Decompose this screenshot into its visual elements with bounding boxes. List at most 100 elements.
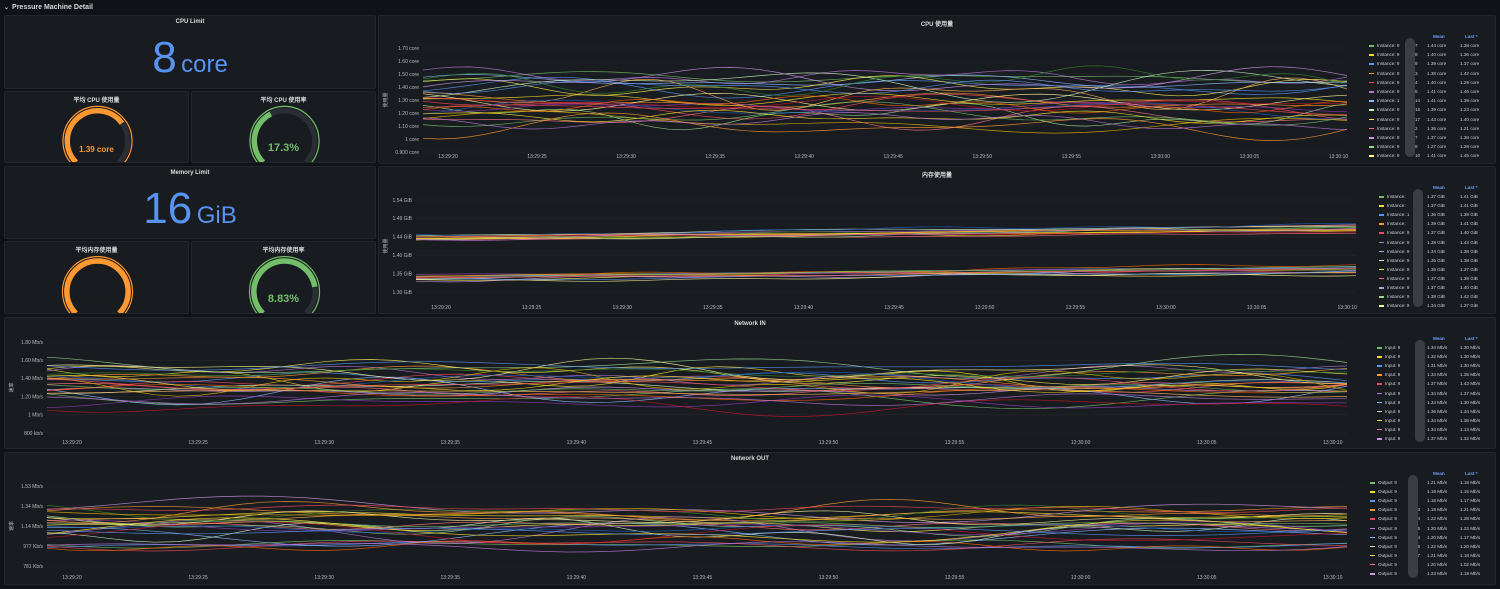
legend-item[interactable]: Input: 9331.34 Mb/s1.35 Mb/s xyxy=(1377,372,1491,379)
y-tick-label: 1.40 Mb/s xyxy=(21,376,43,382)
legend-mean: 1.37 GiB xyxy=(1427,285,1445,290)
legend-item[interactable]: Output: 9351.20 Mb/s1.23 Mb/s xyxy=(1370,526,1491,533)
legend-item[interactable]: Output: 971.21 Mb/s1.18 Mb/s xyxy=(1370,480,1491,487)
legend-item[interactable]: Instance: 1 14 1.41 core 1.39 core xyxy=(1369,98,1491,105)
memory-usage-panel[interactable]: 内存使用量 1.54 GiB 1.49 GiB 1.44 GiB 1.40 GiB 1.3… xyxy=(378,166,1496,314)
legend-item[interactable]: Output: 971.20 Mb/s1.02 Mb/s xyxy=(1370,562,1491,569)
legend-item[interactable]: Input: 971.37 Mb/s1.32 Mb/s xyxy=(1377,436,1491,443)
legend-item[interactable]: Instance: 9 1.37 GiB 1.40 GiB xyxy=(1379,285,1491,292)
legend-item[interactable]: Instance: 9 2 1.36 core 1.21 core xyxy=(1369,126,1491,133)
x-tick-label: 13:30:00 xyxy=(1156,305,1176,311)
avg-memory-usage-panel[interactable]: 平均内存使用量 1.41 GiB xyxy=(4,241,189,314)
legend-item[interactable]: Output: 9331.19 Mb/s1.21 Mb/s xyxy=(1370,507,1491,514)
legend-mean: 1.41 core xyxy=(1427,89,1447,94)
x-tick-label: 13:29:45 xyxy=(884,305,904,311)
legend-header-mean[interactable]: Mean xyxy=(1433,185,1445,190)
memory-limit-panel[interactable]: Memory Limit 16 GiB xyxy=(4,166,376,239)
legend-item[interactable]: Instance: 9 16 1.39 core 1.23 core xyxy=(1369,107,1491,114)
legend-header-mean[interactable]: Mean xyxy=(1433,336,1445,341)
legend-item[interactable]: Instance: 9 3 1.38 core 1.42 core xyxy=(1369,71,1491,78)
legend-item[interactable]: Input: 971.34 Mb/s1.36 Mb/s xyxy=(1377,418,1491,425)
legend: Mean Last * Output: 971.21 Mb/s1.18 Mb/s Ou… xyxy=(1370,471,1491,582)
series-line xyxy=(422,112,1348,141)
avg-cpu-usage-panel[interactable]: 平均 CPU 使用量 1.39 core xyxy=(4,91,189,163)
timeseries-plot[interactable]: 1.80 Mb/s 1.60 Mb/s 1.40 Mb/s 1.20 Mb/s 1 Mb… xyxy=(5,318,1495,448)
legend-item[interactable]: Output: 9141.20 Mb/s1.17 Mb/s xyxy=(1370,535,1491,542)
legend-item[interactable]: Instance: 9 1.34 GiB 1.37 GiB xyxy=(1379,303,1491,310)
legend-swatch xyxy=(1377,419,1382,422)
legend-item[interactable]: Instance: 9 17 1.43 core 1.40 core xyxy=(1369,117,1491,124)
legend-item[interactable]: Instance: 9 5 1.41 core 1.46 core xyxy=(1369,89,1491,96)
avg-memory-rate-panel[interactable]: 平均内存使用率 8.83% xyxy=(191,241,376,314)
legend-header-last[interactable]: Last * xyxy=(1465,185,1478,190)
legend-item[interactable]: Instance: 9 10 1.41 core 1.45 core xyxy=(1369,153,1491,160)
legend-last: 1.30 Mb/s xyxy=(1460,399,1481,405)
legend-last: 1.45 core xyxy=(1460,153,1480,159)
legend-series-name: Instance: 1 xyxy=(1377,98,1400,104)
legend-item[interactable]: Output: 971.23 Mb/s1.19 Mb/s xyxy=(1370,571,1491,578)
legend-item[interactable]: Input: 981.32 Mb/s1.30 Mb/s xyxy=(1377,354,1491,361)
legend-item[interactable]: Input: 9341.37 Mb/s1.43 Mb/s xyxy=(1377,381,1491,388)
legend-item[interactable]: Input: 971.34 Mb/s1.13 Mb/s xyxy=(1377,427,1491,434)
series-line xyxy=(46,389,1348,398)
cpu-limit-panel[interactable]: CPU Limit 8 core xyxy=(4,15,376,89)
legend-header-last[interactable]: Last * xyxy=(1465,336,1478,341)
legend-mean: 1.38 GiB xyxy=(1427,294,1445,300)
avg-cpu-rate-panel[interactable]: 平均 CPU 使用率 17.3% xyxy=(191,91,376,163)
legend-item[interactable]: Instance: 9 1.38 GiB 1.42 GiB xyxy=(1379,294,1491,301)
x-tick-label: 13:29:20 xyxy=(431,305,451,311)
legend-item[interactable]: Instance: 9 7 1.37 core 1.38 core xyxy=(1369,135,1491,142)
timeseries-plot[interactable]: 1.54 GiB 1.49 GiB 1.44 GiB 1.40 GiB 1.35 GiB… xyxy=(379,167,1495,313)
series-line xyxy=(422,70,1348,103)
legend-item[interactable]: Input: 971.34 Mb/s1.30 Mb/s xyxy=(1377,345,1491,352)
legend-item[interactable]: Input: 9141.34 Mb/s1.30 Mb/s xyxy=(1377,400,1491,407)
legend-item[interactable]: Output: 9341.22 Mb/s1.28 Mb/s xyxy=(1370,516,1491,523)
legend-header-last[interactable]: Last * xyxy=(1465,471,1478,476)
legend-item[interactable]: Instance: 9 1.37 GiB 1.39 GiB xyxy=(1379,276,1491,283)
chevron-down-icon[interactable]: ⌄ xyxy=(4,4,10,11)
legend-item[interactable]: Instance: 9 8 1.40 core 1.36 core xyxy=(1369,52,1491,59)
legend-header-mean[interactable]: Mean xyxy=(1433,34,1445,39)
legend-item[interactable]: Output: 981.19 Mb/s1.15 Mb/s xyxy=(1370,489,1491,496)
timeseries-plot[interactable]: 1.70 core 1.60 core 1.50 core 1.40 core 1.30… xyxy=(379,16,1495,163)
legend-header-mean[interactable]: Mean xyxy=(1433,471,1445,476)
series-line xyxy=(46,522,1348,547)
legend-item[interactable]: Instance: 9 8 1.27 core 1.28 core xyxy=(1369,144,1491,151)
x-tick-label: 13:30:10 xyxy=(1323,575,1343,581)
legend-swatch xyxy=(1369,127,1374,130)
timeseries-plot[interactable]: 1.53 Mb/s 1.34 Mb/s 1.14 Mb/s 977 Kb/s 781 K… xyxy=(5,453,1495,584)
legend-item[interactable]: Instance: 9 7 1.44 core 1.38 core xyxy=(1369,43,1491,50)
x-tick-label: 13:29:45 xyxy=(693,575,713,581)
legend-item[interactable]: Instance: 9 4 1.40 core 1.29 core xyxy=(1369,80,1491,87)
cpu-usage-panel[interactable]: CPU 使用量 1.70 core 1.60 core 1.50 core 1.40 c… xyxy=(378,15,1496,164)
legend-swatch xyxy=(1379,277,1384,280)
legend-header-last[interactable]: Last * xyxy=(1465,34,1478,39)
row-header[interactable]: ⌄ Pressure Machine Detail xyxy=(4,1,93,13)
legend-series-name: Instance: 9 xyxy=(1377,70,1400,76)
series-line xyxy=(47,520,1348,528)
legend-item[interactable]: Input: 9351.34 Mb/s1.37 Mb/s xyxy=(1377,391,1491,398)
legend-series-name: Output: 9 xyxy=(1378,525,1397,531)
series-line xyxy=(415,264,1357,279)
legend-item[interactable]: Input: 991.31 Mb/s1.30 Mb/s xyxy=(1377,363,1491,370)
legend-swatch xyxy=(1369,45,1374,47)
legend-item[interactable]: Instance: 9 9 1.39 core 1.37 core xyxy=(1369,61,1491,68)
legend-mean: 1.35 GiB xyxy=(1427,257,1445,263)
network-in-panel[interactable]: Network IN 1.80 Mb/s 1.60 Mb/s 1.40 Mb/s 1.2… xyxy=(4,317,1496,449)
series-line xyxy=(422,95,1348,114)
network-out-panel[interactable]: Network OUT 1.53 Mb/s 1.34 Mb/s 1.14 Mb/s 97… xyxy=(4,452,1496,585)
legend-mean: 1.20 Mb/s xyxy=(1427,525,1448,531)
legend-item[interactable]: Output: 991.18 Mb/s1.17 Mb/s xyxy=(1370,498,1491,505)
